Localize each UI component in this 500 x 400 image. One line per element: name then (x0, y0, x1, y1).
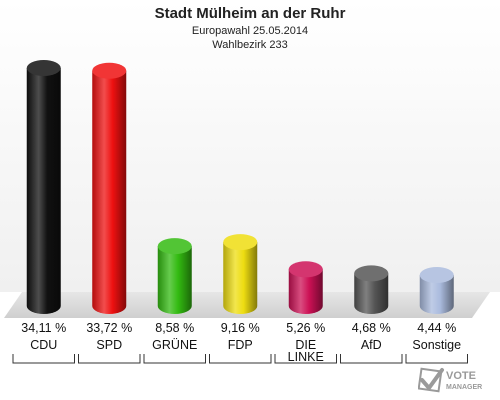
bars-group (26, 60, 454, 315)
category-label: GRÜNE (152, 338, 197, 352)
bar-fdp (223, 234, 258, 314)
bar-die-linke (288, 261, 323, 314)
bar-cap (354, 265, 389, 282)
bar-body (223, 242, 258, 314)
bar-cap (157, 238, 192, 255)
votemanager-logo: VOTE MANAGER (418, 367, 482, 393)
bar-body (157, 246, 192, 314)
category-label: Sonstige (412, 338, 461, 352)
chart-subtitle: Europawahl 25.05.2014 (192, 25, 308, 37)
logo-line-1: VOTE (446, 370, 476, 382)
bar-spd (92, 62, 127, 315)
checkmark-icon (418, 367, 444, 393)
category-label: CDU (30, 338, 57, 352)
value-label: 8,58 % (155, 321, 194, 335)
bar-body (288, 269, 323, 314)
category-label: DIE LINKE (288, 338, 324, 364)
category-bracket (143, 354, 206, 364)
category-bracket (12, 354, 75, 364)
bar-afd (354, 265, 389, 314)
bar-body (354, 273, 389, 314)
chart-subtitle-2: Wahlbezirk 233 (212, 39, 287, 51)
category-bracket (209, 354, 272, 364)
bar-cap (223, 234, 258, 251)
bar-body (26, 68, 61, 314)
chart-title: Stadt Mülheim an der Ruhr (155, 5, 346, 22)
category-label: FDP (228, 338, 253, 352)
value-label: 5,26 % (286, 321, 325, 335)
value-label: 4,44 % (417, 321, 456, 335)
category-bracket (340, 354, 403, 364)
category-label: AfD (361, 338, 382, 352)
labels-group: 34,11 % CDU 33,72 % SPD 8,58 % GRÜNE 9,16 % FDP… (12, 321, 468, 364)
bar-gr-ne (157, 238, 192, 314)
bar-cap (26, 60, 61, 76)
category-bracket (405, 354, 468, 364)
bar-body (419, 275, 454, 314)
bar-sonstige (419, 267, 454, 314)
value-label: 33,72 % (86, 321, 132, 335)
category-label: SPD (96, 338, 122, 352)
bar-cap (92, 62, 127, 79)
bar-cdu (26, 60, 61, 314)
category-bracket (274, 354, 337, 364)
bar-cap (288, 261, 323, 278)
bar-cap (419, 267, 454, 284)
value-label: 9,16 % (221, 321, 260, 335)
bar-body (92, 70, 127, 315)
logo-line-2: MANAGER (446, 384, 482, 391)
category-bracket (78, 354, 141, 364)
value-label: 4,68 % (352, 321, 391, 335)
value-label: 34,11 % (21, 321, 66, 335)
